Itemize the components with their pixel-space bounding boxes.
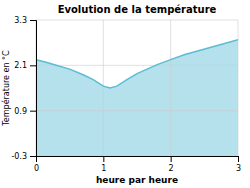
line — [36, 40, 238, 88]
tick-mark — [30, 20, 36, 21]
tick: -0.3 — [11, 152, 36, 161]
tick-mark — [238, 156, 239, 162]
tick-mark — [171, 156, 172, 162]
tick-label: 3 — [236, 164, 241, 173]
tick: 0 — [34, 156, 39, 173]
tick-label: 0 — [34, 164, 39, 173]
tick: 0.9 — [14, 107, 36, 116]
y-axis: -0.3 0.9 2.1 3.3 — [11, 16, 36, 161]
tick: 2 — [169, 156, 174, 173]
tick-mark — [30, 156, 36, 157]
plot: 0 1 2 3 -0.3 0.9 2.1 3.3 — [11, 16, 241, 173]
tick: 2.1 — [14, 61, 36, 70]
line-layer — [36, 40, 238, 88]
x-axis: 0 1 2 3 — [34, 156, 241, 173]
tick-label: 3.3 — [14, 16, 27, 25]
tick-mark — [30, 65, 36, 66]
axis-line — [30, 21, 37, 157]
tick-label: 1 — [101, 164, 106, 173]
grid-line — [103, 20, 104, 156]
tick-mark — [103, 156, 104, 162]
title: Evolution de la température — [58, 4, 217, 15]
x-axis-title: heure par heure — [96, 175, 178, 185]
tick-label: 2 — [169, 164, 174, 173]
chart: 0 1 2 3 -0.3 0.9 2.1 3.3 Evolution de la tempéra… — [0, 0, 250, 188]
grid-line — [36, 110, 238, 111]
tick-label: -0.3 — [11, 152, 27, 161]
grid-line — [36, 65, 238, 66]
area — [36, 40, 238, 156]
tick: 1 — [101, 156, 106, 173]
tick-label: 0.9 — [14, 107, 27, 116]
y-axis-title: Température en °C — [1, 50, 11, 127]
tick-mark — [30, 111, 36, 112]
tick: 3.3 — [14, 16, 36, 25]
axis-line — [37, 157, 239, 163]
tick-label: 2.1 — [14, 61, 27, 70]
marks — [36, 40, 238, 156]
grid-line — [36, 20, 238, 21]
grid — [36, 20, 238, 156]
tick: 3 — [236, 156, 241, 173]
grid-line — [170, 20, 171, 156]
